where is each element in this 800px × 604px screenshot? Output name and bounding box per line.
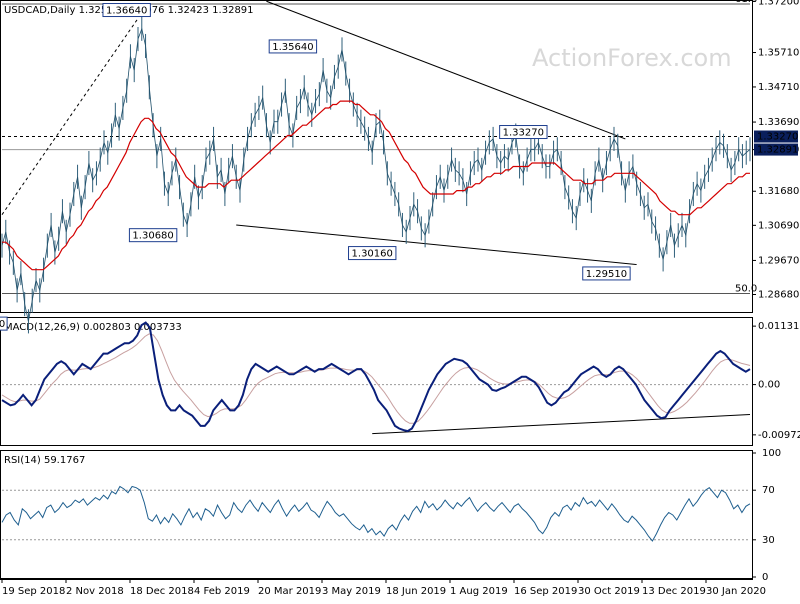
annotation-label-3: 1.30680 [132,231,173,242]
macd-y-tick-label: 0.00 [758,380,780,391]
x-tick-label: 30 Oct 2019 [578,586,640,597]
symbol-label: USDCAD [4,5,47,16]
x-tick-label: 16 Sep 2019 [514,586,577,597]
macd-line [1,321,751,433]
x-tick-label: 20 Mar 2019 [258,586,321,597]
price-layer: 61.8 50.0 1.36640 1.35640 1.33270 1.30680 1.30… [0,0,757,334]
price-close-line [1,27,751,322]
annotation-box-1 [268,39,318,54]
fib-label-0: 61.8 [735,0,757,5]
rsi-y-tick-label: 30 [762,535,775,546]
rsi-panel-frame [0,450,753,579]
annotation-label-1: 1.35640 [272,42,313,53]
annotation-label-0: 1.36640 [106,6,147,17]
x-tick-label: 3 May 2019 [322,586,381,597]
x-tick-label: 1 Aug 2019 [450,586,508,597]
rsi-y-tick-label: 100 [762,448,781,459]
x-tick-label: 30 Jan 2020 [706,586,766,597]
macd-trend-line [372,414,751,435]
annotation-label-5: 1.29510 [586,269,627,280]
rsi-y-tick-label: 70 [762,485,775,496]
annotation-label-4: 1.30160 [352,249,393,260]
timeframe-label: Daily [50,5,75,16]
trend-line-lower [236,224,637,266]
x-tick-label: 18 Jun 2019 [386,586,446,597]
price-y-tick-label: 1.37200 [758,0,799,7]
current-price-tag-label: 1.32891 [757,145,798,156]
ohlc-values: 1.32518 1.33076 1.32423 1.32891 [79,5,254,16]
price-y-tick-label: 1.35710 [758,48,799,59]
price-y-tick-label: 1.31680 [758,186,799,197]
resistance-price-tag [754,130,798,143]
price-header: USDCAD,Daily 1.32518 1.33076 1.32423 1.3… [4,5,254,16]
macd-signal-line [1,333,751,424]
macd-layer [1,321,751,435]
annotation-box-6 [0,316,8,331]
macd-y-tick-label: 0.011313 [758,321,800,332]
price-y-tick-label: 1.34710 [758,82,799,93]
rsi-y-tick-label: 0 [762,572,768,583]
annotation-box-5 [582,266,631,281]
trend-line-dashed [1,18,139,215]
annotation-box-3 [128,228,178,243]
x-tick-label: 18 Dec 2018 [130,586,194,597]
price-y-tick-label: 1.28680 [758,290,799,301]
resistance-price-tag-label: 1.33270 [757,132,798,143]
current-price-tag [754,143,798,156]
moving-average-line [2,100,750,271]
annotation-box-2 [499,125,548,140]
x-tick-label: 4 Feb 2019 [194,586,250,597]
x-tick-label: 2 Nov 2018 [66,586,124,597]
x-tick-label: 13 Dec 2019 [642,586,706,597]
rsi-label: RSI(14) 59.1767 [4,455,85,466]
annotation-label-6: 0 [0,319,5,330]
annotation-label-2: 1.33270 [503,128,544,139]
macd-label: MACD(12,26,9) 0.002803 0.003733 [4,322,182,333]
price-y-tick-label: 1.29670 [758,255,799,266]
trend-line-upper [266,0,626,140]
fib-label-1: 50.0 [735,283,757,294]
price-y-tick-label: 1.33690 [758,117,799,128]
annotation-box-0 [102,3,151,18]
macd-y-tick-label: -0.009729 [758,430,800,441]
rsi-layer [1,485,751,542]
price-y-tick-label: 1.30690 [758,220,799,231]
annotation-box-4 [348,246,397,261]
x-tick-label: 19 Sep 2018 [2,586,65,597]
rsi-line [1,485,751,542]
watermark: ActionForex.com [532,44,732,72]
